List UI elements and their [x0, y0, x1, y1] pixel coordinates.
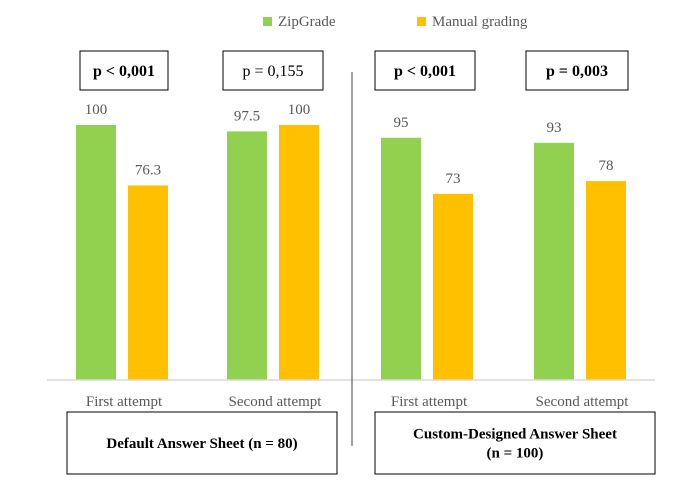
category-label-g1-second: Second attempt	[229, 394, 323, 410]
group-box-2	[374, 411, 656, 475]
value-label-manual-grading-g1-second: 100	[288, 102, 311, 118]
legend-swatch-zipgrade	[263, 17, 272, 26]
category-label-g1-first: First attempt	[86, 394, 163, 410]
group-label-1: Default Answer Sheet (n = 80)	[106, 436, 297, 452]
bar-manual-grading-g2-second	[586, 181, 626, 380]
category-label-g2-first: First attempt	[391, 394, 468, 410]
value-label-zipgrade-g2-second: 93	[547, 120, 562, 136]
value-label-manual-grading-g2-second: 78	[599, 158, 614, 174]
bar-zipgrade-g1-second	[227, 131, 267, 380]
value-label-zipgrade-g1-second: 97.5	[234, 108, 260, 124]
legend-label-manual-grading: Manual grading	[432, 14, 528, 30]
group-label-boxes: Default Answer Sheet (n = 80) Custom-Desi…	[66, 411, 656, 475]
p-value-box-g2-second	[525, 50, 629, 91]
category-label-g2-second: Second attempt	[536, 394, 630, 410]
value-label-zipgrade-g1-first: 100	[85, 102, 108, 118]
bar-zipgrade-g1-first	[76, 125, 116, 380]
p-value-g2-second: p = 0,003	[546, 63, 608, 80]
bar-manual-grading-g1-second	[279, 125, 319, 380]
value-labels: 100 76.3 97.5 100 95 73 93 78	[85, 102, 614, 187]
p-value-g1-first: p < 0,001	[93, 63, 155, 80]
value-label-manual-grading-g1-first: 76.3	[135, 162, 161, 178]
bar-zipgrade-g2-second	[534, 142, 574, 380]
p-value-box-g1-second	[222, 50, 324, 91]
value-label-manual-grading-g2-first: 73	[446, 171, 461, 187]
p-value-g1-second: p = 0,155	[242, 63, 303, 80]
bar-manual-grading-g2-first	[433, 193, 473, 380]
bar-zipgrade-g2-first	[381, 137, 421, 380]
p-value-g2-first: p < 0,001	[394, 63, 456, 80]
bar-manual-grading-g1-first	[128, 185, 168, 380]
p-value-box-g1-first	[79, 50, 169, 91]
legend: ZipGrade Manual grading	[263, 14, 528, 30]
legend-swatch-manual-grading	[417, 17, 426, 26]
value-label-zipgrade-g2-first: 95	[394, 115, 409, 131]
p-value-boxes: p < 0,001 p = 0,155 p < 0,001 p = 0,003	[79, 50, 629, 91]
legend-label-zipgrade: ZipGrade	[278, 14, 336, 30]
group-label-2-line-2: (n = 100)	[487, 446, 544, 462]
p-value-box-g2-first	[374, 50, 476, 91]
category-labels: First attempt Second attempt First attempt…	[86, 394, 629, 410]
group-label-2-line-1: Custom-Designed Answer Sheet	[413, 427, 617, 443]
bars	[76, 125, 626, 380]
group-box-1	[66, 411, 338, 475]
